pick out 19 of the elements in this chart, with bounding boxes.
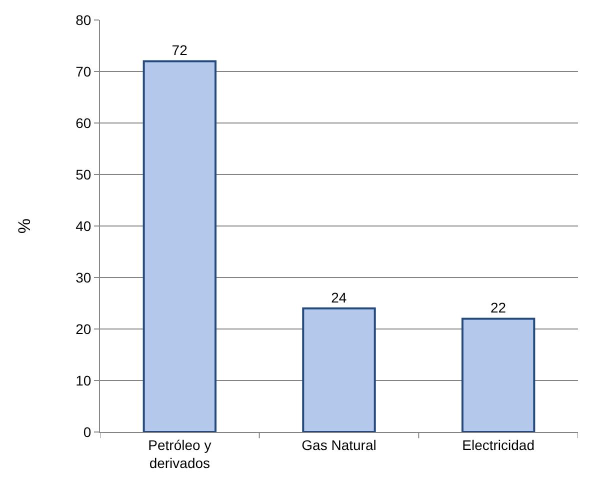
y-tick-label: 40 [76, 218, 92, 234]
bar [461, 318, 536, 432]
y-tick-label: 50 [76, 166, 92, 182]
bar [302, 307, 376, 432]
y-tick-label: 70 [76, 63, 92, 80]
y-tick-label: 80 [76, 12, 92, 28]
y-tick-label: 60 [76, 114, 92, 131]
data-label: 72 [172, 42, 188, 58]
y-tick-label: 30 [76, 269, 92, 286]
data-label: 22 [490, 300, 506, 316]
y-axis-title: % [15, 218, 34, 234]
bar [142, 60, 217, 432]
x-tick-label: Gas Natural [302, 436, 376, 453]
x-tick-label: Electricidad [462, 436, 535, 453]
x-tick-label: Petróleo y derivados [148, 436, 212, 471]
y-tick-label: 20 [76, 320, 92, 337]
data-label: 24 [331, 289, 347, 306]
y-tick-label: 0 [83, 424, 92, 440]
y-tick-label: 10 [76, 372, 92, 388]
